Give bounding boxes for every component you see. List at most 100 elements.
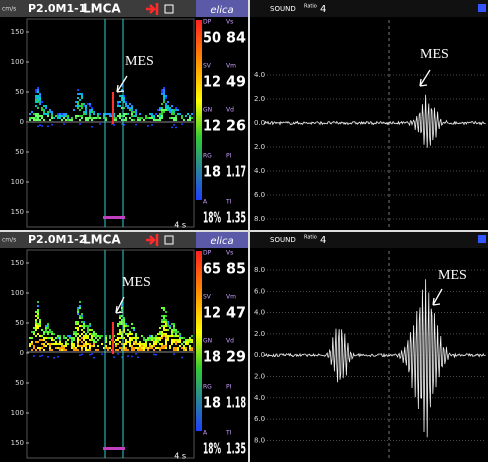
spectrum-pixel: [53, 343, 55, 345]
spectrum-pixel: [41, 329, 43, 331]
velocity-tick-label: 50: [15, 319, 24, 327]
sound-tick-label: 0.0: [254, 351, 265, 359]
spectrum-pixel: [97, 349, 99, 351]
spectrum-pixel: [89, 111, 91, 113]
spectrum-pixel: [137, 337, 139, 339]
spectrum-pixel: [153, 339, 155, 341]
spectrum-pixel: [81, 354, 83, 356]
spectrum-pixel: [89, 345, 91, 347]
spectrum-pixel: [53, 117, 55, 119]
spectrum-pixel: [37, 301, 39, 303]
spectrum-pixel: [65, 341, 67, 343]
spectrum-pixel: [131, 327, 133, 329]
velocity-tick-label: 0: [20, 118, 24, 126]
spectrum-pixel: [131, 323, 133, 325]
spectrum-pixel: [145, 347, 147, 349]
spectrum-pixel: [33, 117, 35, 119]
spectrum-pixel: [177, 341, 179, 343]
spectrum-pixel: [81, 313, 83, 315]
spectrum-pixel: [89, 105, 91, 107]
spectrum-pixel: [35, 349, 37, 351]
spectrum-pixel: [89, 339, 91, 341]
spectrum-pixel: [93, 111, 95, 113]
spectrum-pixel: [51, 331, 53, 333]
spectrum-pixel: [55, 341, 57, 343]
spectrum-pixel: [91, 329, 93, 331]
spectrum-pixel: [97, 115, 99, 117]
spectrum-pixel: [139, 345, 141, 347]
spectrum-pixel: [189, 339, 191, 341]
spectrum-pixel: [29, 345, 31, 347]
spectrum-pixel: [151, 347, 153, 349]
spectrum-pixel: [155, 341, 157, 343]
spectrum-pixel: [35, 341, 37, 343]
sound-tick-label: 8.0: [254, 436, 265, 444]
spectrum-pixel: [71, 345, 73, 347]
spectrum-pixel: [33, 327, 35, 329]
spectrum-pixel: [79, 354, 81, 356]
spectrum-pixel: [163, 317, 165, 319]
spectrum-pixel: [37, 87, 39, 89]
menu-icon[interactable]: [478, 235, 486, 243]
spectrum-pixel: [135, 111, 137, 113]
spectrum-pixel: [51, 111, 53, 113]
spectrum-pixel: [151, 117, 153, 119]
spectrum-pixel: [33, 333, 35, 335]
spectrum-pixel: [165, 335, 167, 337]
spectrum-pixel: [109, 341, 111, 343]
spectrum-pixel: [127, 355, 129, 357]
spectrum-pixel: [91, 353, 93, 355]
spectrum-pixel: [63, 349, 65, 351]
unit-label: cm/s: [2, 6, 16, 13]
spectrum-pixel: [85, 113, 87, 115]
spectrum-pixel: [163, 93, 165, 95]
velocity-tick-label: 100: [11, 178, 24, 186]
readout-value: 12: [203, 117, 221, 135]
spectrum-pixel: [131, 113, 133, 115]
spectrum-pixel: [57, 343, 59, 345]
readout-label: PI: [226, 153, 232, 160]
spectrum-pixel: [175, 349, 177, 351]
spectrum-pixel: [79, 93, 81, 95]
spectrum-pixel: [167, 107, 169, 109]
spectrum-pixel: [81, 333, 83, 335]
spectrum-pixel: [131, 349, 133, 351]
spectrum-pixel: [57, 356, 59, 358]
spectrum-pixel: [129, 109, 131, 111]
spectrum-pixel: [83, 103, 85, 105]
spectrum-pixel: [83, 327, 85, 329]
readout-value: 12: [203, 304, 221, 322]
spectrum-pixel: [83, 325, 85, 327]
readout-value: 1.35: [226, 440, 246, 458]
spectrum-pixel: [89, 349, 91, 351]
spectrum-pixel: [75, 333, 77, 335]
spectrum-pixel: [139, 343, 141, 345]
spectrum-pixel: [61, 349, 63, 351]
spectrum-pixel: [173, 339, 175, 341]
spectrum-pixel: [133, 349, 135, 351]
spectrum-pixel: [185, 341, 187, 343]
spectrum-pixel: [141, 347, 143, 349]
spectrum-pixel: [125, 339, 127, 341]
spectrum-pixel: [163, 333, 165, 335]
spectrum-pixel: [89, 347, 91, 349]
spectrum-pixel: [171, 335, 173, 337]
spectrum-pixel: [31, 117, 33, 119]
spectrum-pixel: [59, 341, 61, 343]
spectrum-pixel: [165, 341, 167, 343]
spectrum-pixel: [93, 333, 95, 335]
spectrum-pixel: [37, 327, 39, 329]
spectrum-pixel: [81, 117, 83, 119]
spectrum-pixel: [117, 349, 119, 351]
doppler-screen: cm/sP2.0M1-1LMCAelicaSOUNDRatio415010050…: [0, 0, 488, 462]
menu-icon[interactable]: [478, 4, 486, 12]
velocity-tick-label: 100: [11, 58, 24, 66]
spectrum-pixel: [69, 335, 71, 337]
spectrum-pixel: [127, 113, 129, 115]
spectrum-pixel: [65, 119, 67, 121]
spectrum-pixel: [169, 335, 171, 337]
spectrum-pixel: [175, 339, 177, 341]
spectrum-pixel: [135, 353, 137, 355]
spectrum-pixel: [59, 347, 61, 349]
spectrum-pixel: [53, 357, 55, 359]
